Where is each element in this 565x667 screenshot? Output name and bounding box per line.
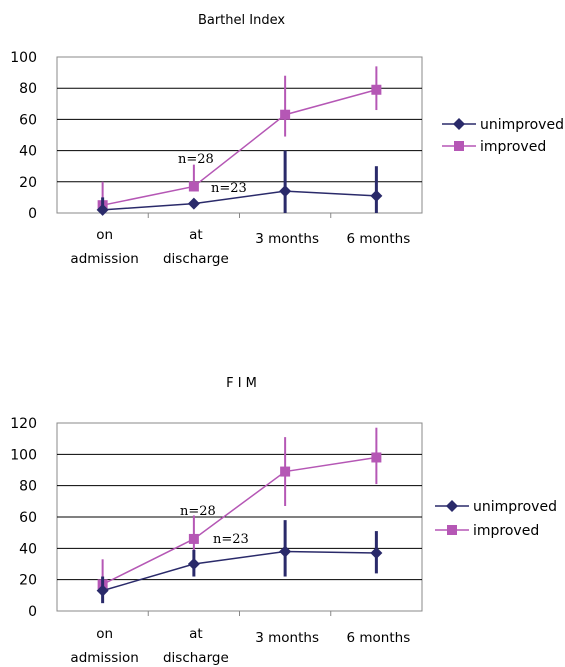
series-line: [102, 89, 377, 206]
annotation-n23: n=23: [211, 181, 247, 196]
x-category-label: on: [96, 626, 113, 642]
data-point-marker: [280, 109, 291, 120]
x-category-label: admission: [70, 251, 138, 267]
legend-marker: [454, 141, 464, 151]
legend-label: improved: [473, 523, 539, 539]
legend-label: improved: [480, 139, 546, 155]
legend-marker: [447, 525, 457, 535]
x-category-label: 6 months: [347, 231, 411, 247]
data-point-marker: [370, 547, 383, 560]
y-tick-label: 80: [19, 479, 37, 495]
legend-label: unimproved: [473, 499, 557, 515]
series-line: [102, 190, 377, 211]
x-category-label: discharge: [163, 251, 229, 267]
data-point-marker: [279, 545, 292, 558]
series-line: [102, 550, 377, 592]
y-tick-label: 120: [10, 416, 37, 432]
data-point-marker: [187, 558, 200, 570]
legend-marker: [446, 500, 458, 512]
annotation-n28: n=28: [180, 504, 216, 519]
x-category-label: admission: [70, 650, 138, 666]
data-point-marker: [188, 181, 199, 192]
data-point-marker: [371, 84, 382, 95]
chart-title: Barthel Index: [198, 13, 285, 28]
data-point-marker: [370, 189, 383, 202]
data-point-marker: [280, 466, 291, 477]
y-tick-label: 60: [19, 112, 37, 128]
data-point-marker: [96, 203, 109, 216]
y-tick-label: 40: [19, 144, 37, 160]
x-category-label: 3 months: [255, 630, 319, 646]
y-tick-label: 0: [28, 206, 37, 222]
y-tick-label: 0: [28, 604, 37, 620]
x-category-label: at: [189, 626, 203, 642]
data-point-marker: [188, 533, 199, 544]
x-category-label: 3 months: [255, 231, 319, 247]
y-tick-label: 20: [19, 175, 37, 191]
annotation-n23: n=23: [213, 532, 249, 547]
data-point-marker: [371, 452, 382, 463]
data-point-marker: [279, 185, 292, 198]
x-category-label: at: [189, 227, 203, 243]
series-line: [102, 456, 377, 586]
y-tick-label: 80: [19, 81, 37, 97]
x-category-label: discharge: [163, 650, 229, 666]
y-tick-label: 100: [10, 447, 37, 463]
y-tick-label: 40: [19, 541, 37, 557]
y-tick-label: 60: [19, 510, 37, 526]
y-tick-label: 20: [19, 573, 37, 589]
data-point-marker: [187, 197, 200, 210]
legend-label: unimproved: [480, 117, 564, 133]
legend-marker: [453, 118, 465, 130]
annotation-n28: n=28: [178, 152, 214, 167]
chart-title: F I M: [226, 376, 257, 391]
x-category-label: 6 months: [347, 630, 411, 646]
x-category-label: on: [96, 227, 113, 243]
data-point-marker: [96, 584, 109, 597]
y-tick-label: 100: [10, 50, 37, 66]
